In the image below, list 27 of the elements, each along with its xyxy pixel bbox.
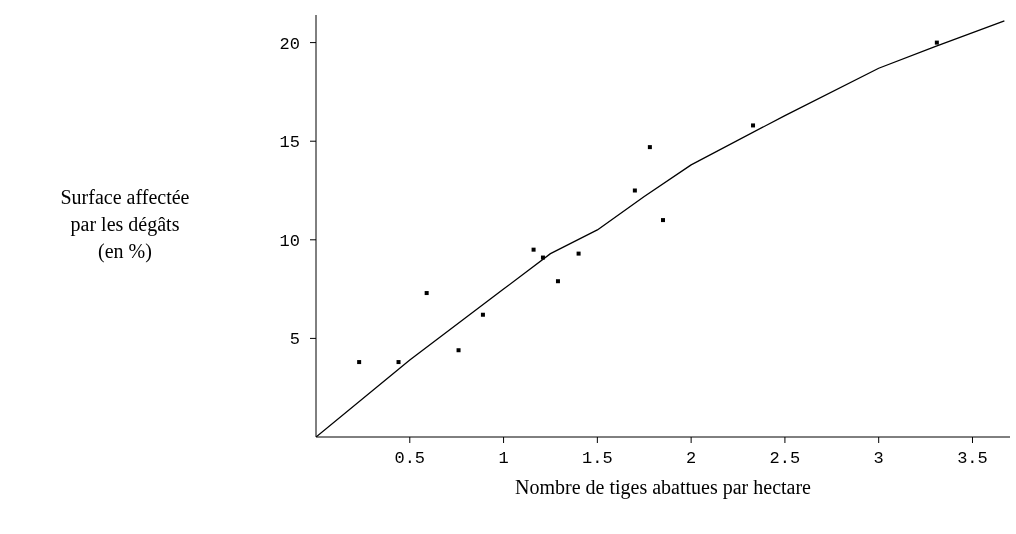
point — [424, 291, 429, 296]
point — [934, 40, 939, 45]
x-tick-label: 1.5 — [582, 449, 613, 469]
x-tick-label: 0.5 — [394, 449, 426, 469]
y-tick-label: 20 — [279, 34, 300, 54]
point — [661, 218, 665, 223]
y-tick-label: 15 — [279, 133, 300, 153]
x-tick-label: 2.5 — [769, 449, 801, 469]
x-tick-label: 1 — [498, 449, 509, 469]
x-tick-label: 3 — [873, 449, 884, 469]
point — [576, 251, 581, 256]
y-tick-label: 5 — [289, 330, 300, 350]
point — [357, 360, 362, 365]
point — [480, 312, 485, 317]
point — [751, 123, 756, 128]
x-axis-title: Nombre de tiges abattues par hectare — [514, 476, 812, 499]
point — [632, 188, 637, 193]
y-tick-label: 10 — [279, 231, 300, 251]
point — [647, 145, 652, 150]
y-axis-title: Surface affectée par les dégâts (en %) — [59, 185, 191, 265]
point — [540, 255, 545, 260]
point — [456, 348, 461, 353]
point — [531, 247, 536, 252]
point — [555, 279, 560, 284]
point — [396, 360, 401, 365]
x-tick-label: 2 — [686, 449, 697, 469]
x-tick-label: 3.5 — [957, 449, 988, 469]
